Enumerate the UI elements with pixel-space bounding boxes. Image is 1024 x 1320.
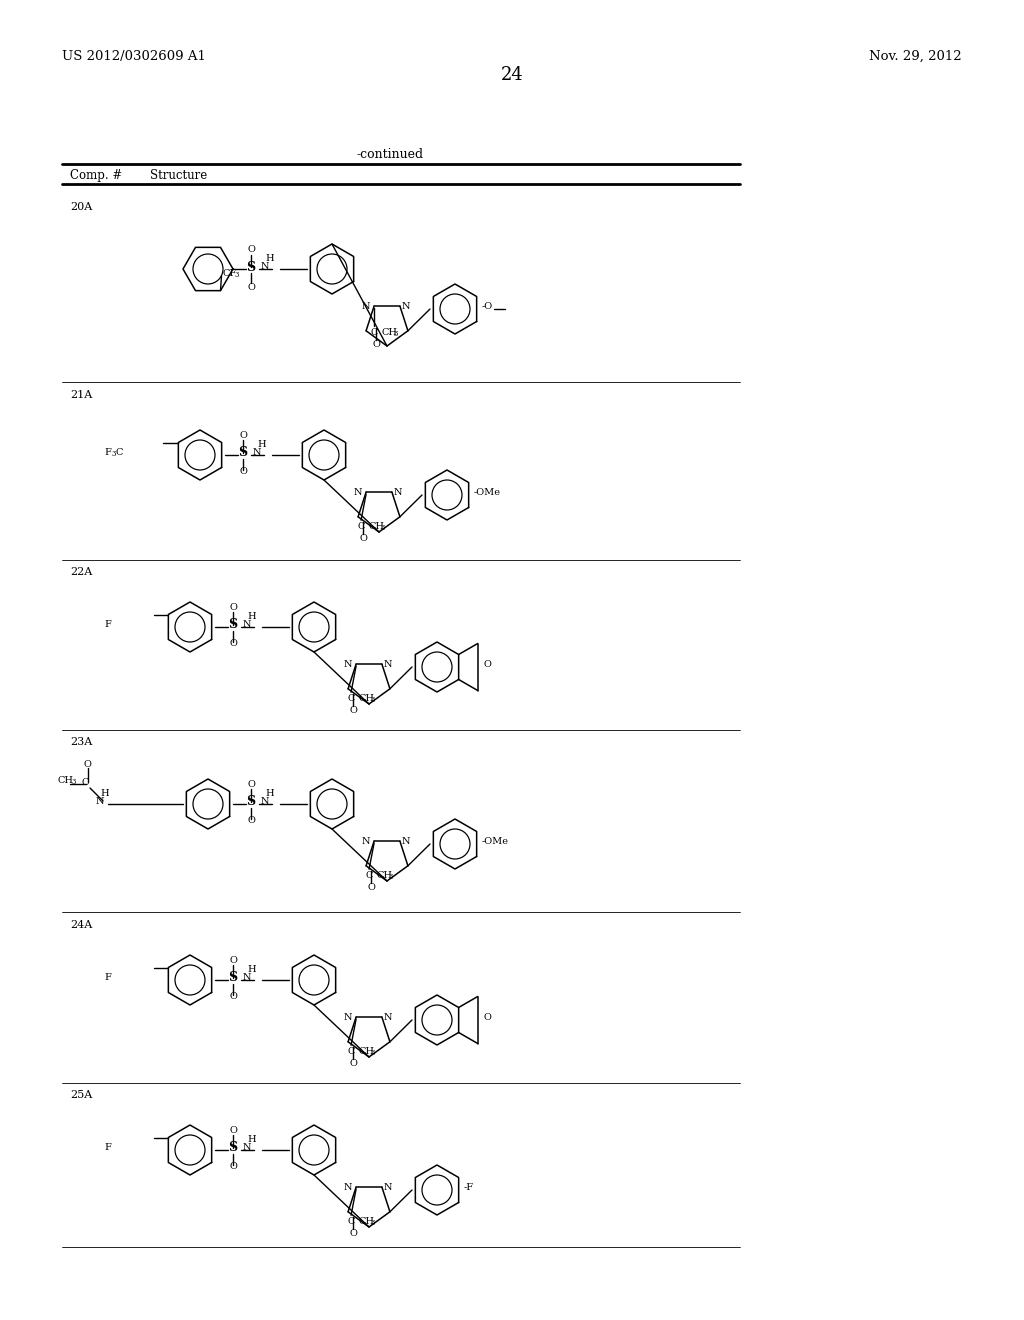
Text: N: N (354, 488, 362, 498)
Text: H: H (247, 965, 256, 974)
Text: 25A: 25A (70, 1090, 92, 1100)
Text: O: O (84, 760, 92, 770)
Text: CH: CH (358, 694, 374, 704)
Text: N: N (402, 837, 411, 846)
Text: F: F (104, 447, 111, 457)
Text: O: O (483, 660, 492, 669)
Text: N: N (384, 1014, 392, 1022)
Text: 23A: 23A (70, 737, 92, 747)
Text: H: H (257, 440, 265, 449)
Text: Nov. 29, 2012: Nov. 29, 2012 (869, 50, 962, 63)
Text: 3: 3 (111, 450, 116, 458)
Text: S: S (228, 1140, 238, 1154)
Text: F: F (104, 1143, 111, 1152)
Text: 3: 3 (370, 1220, 375, 1228)
Text: N: N (243, 620, 252, 630)
Text: -F: -F (464, 1183, 474, 1192)
Text: CH: CH (58, 776, 74, 785)
Text: CH: CH (368, 523, 384, 531)
Text: O: O (349, 1059, 357, 1068)
Text: O: O (240, 432, 248, 440)
Text: C: C (370, 329, 378, 337)
Text: -OMe: -OMe (482, 837, 509, 846)
Text: O: O (248, 816, 256, 825)
Text: N: N (344, 1183, 352, 1192)
Text: 3: 3 (72, 777, 77, 785)
Text: CH: CH (358, 1047, 374, 1056)
Text: O: O (248, 282, 256, 292)
Text: N: N (384, 1183, 392, 1192)
Text: F: F (104, 973, 111, 982)
Text: 22A: 22A (70, 568, 92, 577)
Text: O: O (248, 246, 256, 253)
Text: 3: 3 (388, 874, 392, 882)
Text: C: C (82, 777, 89, 787)
Text: C: C (347, 1047, 354, 1056)
Text: S: S (246, 261, 255, 275)
Text: CH: CH (376, 871, 392, 880)
Text: N: N (261, 797, 269, 807)
Text: O: O (349, 706, 357, 715)
Text: C: C (347, 694, 354, 704)
Text: Structure: Structure (150, 169, 207, 182)
Text: N: N (362, 302, 371, 312)
Text: 3: 3 (370, 696, 375, 704)
Text: O: O (230, 1126, 238, 1135)
Text: CH: CH (381, 329, 397, 337)
Text: S: S (228, 972, 238, 983)
Text: O: O (248, 780, 256, 789)
Text: O: O (230, 603, 238, 612)
Text: 3: 3 (370, 1049, 375, 1057)
Text: H: H (247, 1135, 256, 1144)
Text: 21A: 21A (70, 389, 92, 400)
Text: N: N (243, 1143, 252, 1152)
Text: O: O (372, 341, 380, 350)
Text: Comp. #: Comp. # (70, 169, 122, 182)
Text: O: O (230, 956, 238, 965)
Text: O: O (359, 535, 367, 544)
Text: O: O (230, 993, 238, 1001)
Text: CF: CF (222, 269, 237, 277)
Text: N: N (253, 447, 261, 457)
Text: O: O (230, 1162, 238, 1171)
Text: N: N (261, 261, 269, 271)
Text: 20A: 20A (70, 202, 92, 213)
Text: N: N (402, 302, 411, 312)
Text: 3: 3 (393, 330, 397, 338)
Text: S: S (246, 795, 255, 808)
Text: 3: 3 (234, 271, 239, 279)
Text: O: O (240, 467, 248, 477)
Text: H: H (265, 253, 273, 263)
Text: -OMe: -OMe (474, 488, 501, 498)
Text: S: S (238, 446, 247, 459)
Text: N: N (344, 660, 352, 669)
Text: C: C (347, 1217, 354, 1226)
Text: N: N (96, 797, 104, 807)
Text: CH: CH (358, 1217, 374, 1226)
Text: N: N (394, 488, 402, 498)
Text: -continued: -continued (356, 148, 424, 161)
Text: N: N (344, 1014, 352, 1022)
Text: 24A: 24A (70, 920, 92, 931)
Text: O: O (483, 1012, 492, 1022)
Text: H: H (247, 612, 256, 620)
Text: O: O (230, 639, 238, 648)
Text: N: N (362, 837, 371, 846)
Text: 24: 24 (501, 66, 523, 84)
Text: -O: -O (482, 302, 494, 312)
Text: C: C (366, 871, 373, 880)
Text: N: N (243, 973, 252, 982)
Text: H: H (100, 789, 109, 799)
Text: H: H (265, 789, 273, 799)
Text: F: F (104, 620, 111, 630)
Text: S: S (228, 618, 238, 631)
Text: 3: 3 (380, 524, 384, 532)
Text: US 2012/0302609 A1: US 2012/0302609 A1 (62, 50, 206, 63)
Text: O: O (349, 1229, 357, 1238)
Text: O: O (367, 883, 375, 892)
Text: C: C (116, 447, 123, 457)
Text: N: N (384, 660, 392, 669)
Text: C: C (357, 523, 365, 531)
